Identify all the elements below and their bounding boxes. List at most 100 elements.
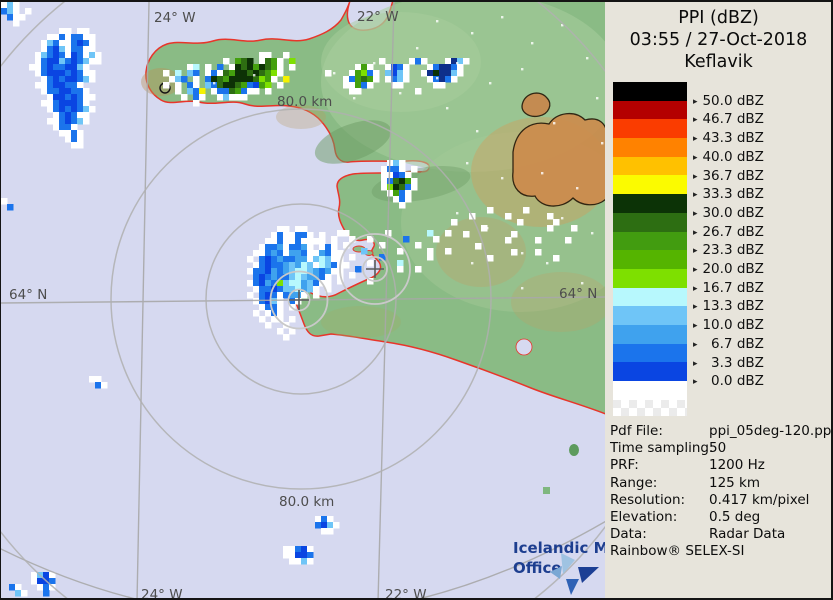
- legend-band: [613, 231, 687, 251]
- legend-band: [613, 324, 687, 344]
- legend-tick-arrow-icon: ▸: [693, 227, 698, 238]
- legend-band: [613, 250, 687, 269]
- imo-logo: Icelandic Met Office: [513, 539, 626, 595]
- metadata-key: Data:: [610, 526, 647, 543]
- scan-metadata: Pdf File: ppi_05deg-120.ppi Time sampling:…: [610, 423, 833, 543]
- scan-datetime: 03:55 / 27-Oct-2018: [629, 30, 808, 50]
- product-title: PPI (dBZ): [678, 8, 759, 28]
- city-site-ring-outer: [339, 233, 411, 305]
- legend-band: [613, 194, 687, 213]
- legend-band: [613, 100, 687, 120]
- metadata-value: 125 km: [709, 474, 761, 491]
- metadata-row: PRF: 1200 Hz: [610, 457, 830, 474]
- range-ring-80km: [110, 108, 492, 490]
- legend-tick-arrow-icon: ▸: [693, 96, 698, 107]
- legend-label: ▸ 13.3 dBZ: [693, 298, 764, 315]
- legend-label: ▸ 40.0 dBZ: [693, 148, 764, 165]
- legend-band: [613, 156, 687, 176]
- legend-band: [613, 343, 687, 363]
- legend-tick-arrow-icon: ▸: [693, 265, 698, 275]
- label-lon-24w-bottom: 24° W: [141, 587, 183, 600]
- legend-tick-arrow-icon: ▸: [693, 246, 698, 257]
- legend-tick-arrow-icon: ▸: [693, 283, 698, 294]
- legend-label: ▸ 16.7 dBZ: [693, 279, 764, 296]
- metadata-key: Resolution:: [610, 491, 686, 508]
- metadata-row: Elevation: 0.5 deg: [610, 509, 830, 526]
- metadata-key: Pdf File:: [610, 423, 663, 439]
- dbz-color-scale: [613, 82, 687, 401]
- legend-label: ▸ 6.7 dBZ: [693, 335, 764, 352]
- legend-band: [613, 212, 687, 232]
- lake: [515, 338, 533, 356]
- imo-logo-text-line1: Icelandic Met: [513, 539, 605, 557]
- panel-header: PPI (dBZ) 03:55 / 27-Oct-2018 Keflavik: [605, 7, 831, 73]
- metadata-value: Radar Data: [709, 526, 786, 543]
- label-ring-80km-top: 80.0 km: [277, 94, 332, 110]
- metadata-value: 0.417 km/pixel: [709, 491, 810, 508]
- legend-tick-arrow-icon: ▸: [693, 377, 698, 388]
- legend-tick-arrow-icon: ▸: [693, 171, 698, 182]
- legend-tick-arrow-icon: ▸: [693, 208, 698, 219]
- radar-site-cross: [289, 290, 309, 310]
- map-labels: 24° W 22° W 24° W 22° W 64° N 64° N 80.0…: [9, 9, 597, 600]
- legend-tick-arrow-icon: ▸: [693, 321, 698, 332]
- legend-label: ▸ 50.0 dBZ: [693, 92, 764, 109]
- label-ring-80km-bottom: 80.0 km: [279, 494, 334, 510]
- legend-label: ▸ 46.7 dBZ: [693, 111, 764, 128]
- city-site-ring-inner: [362, 256, 388, 282]
- label-lon-22w-bottom: 22° W: [385, 587, 427, 600]
- metadata-key: Range:: [610, 474, 658, 491]
- legend-band: [613, 175, 687, 195]
- city-site-cross: [366, 260, 384, 278]
- radar-echoes: [1, 2, 578, 597]
- metadata-value: 0.5 deg: [709, 508, 761, 525]
- range-ring-40km: [205, 203, 397, 395]
- metadata-key: PRF:: [610, 457, 639, 474]
- metadata-row: Pdf File: ppi_05deg-120.ppi: [610, 423, 833, 440]
- legend-label: ▸ 30.0 dBZ: [693, 204, 764, 221]
- legend-label: ▸ 0.0 dBZ: [693, 373, 764, 390]
- legend-tick-arrow-icon: ▸: [693, 190, 698, 201]
- legend-band: [613, 306, 687, 325]
- label-lon-24w-top: 24° W: [154, 10, 196, 26]
- imo-pinwheel-icon: [550, 553, 599, 595]
- legend-band: [613, 138, 687, 157]
- legend-tick-arrow-icon: ▸: [693, 115, 698, 126]
- radar-site-ring-inner: [287, 288, 311, 312]
- station-name: Keflavik: [684, 52, 753, 72]
- legend-label: ▸ 33.3 dBZ: [693, 186, 764, 203]
- metadata-row: Time sampling:50: [610, 440, 830, 457]
- site-crosses: [289, 260, 384, 310]
- legend-label: ▸ 26.7 dBZ: [693, 223, 764, 240]
- legend-band: [613, 82, 687, 101]
- metadata-row: Data: Radar Data: [610, 526, 830, 543]
- metadata-row: Range: 125 km: [610, 475, 830, 492]
- software-brand: Rainbow® SELEX-SI: [610, 543, 745, 559]
- metadata-value: 50: [709, 440, 727, 457]
- metadata-value: 1200 Hz: [709, 457, 765, 474]
- metadata-value: ppi_05deg-120.ppi: [709, 423, 833, 439]
- parallel-south-arc: [1, 516, 614, 598]
- legend-tick-arrow-icon: ▸: [693, 339, 698, 350]
- mountain-contours: [512, 92, 608, 207]
- legend-label: ▸ 23.3 dBZ: [693, 242, 764, 259]
- label-lat-64n-left: 64° N: [9, 287, 47, 303]
- imo-logo-text-line2: Office: [513, 559, 562, 577]
- terrain-speckles: [213, 16, 604, 290]
- legend-band: [613, 287, 687, 307]
- radar-map: 24° W 22° W 24° W 22° W 64° N 64° N 80.0…: [1, 2, 682, 600]
- legend-tick-arrow-icon: ▸: [693, 358, 698, 369]
- legend-band: [613, 381, 687, 401]
- legend-tick-arrow-icon: ▸: [693, 302, 698, 313]
- legend-band: [613, 362, 687, 381]
- legend-tick-arrow-icon: ▸: [693, 134, 698, 145]
- legend-band: [613, 268, 687, 288]
- label-lat-64n-right: 64° N: [559, 286, 597, 302]
- legend-tick-arrow-icon: ▸: [693, 152, 698, 163]
- legend-label: ▸ 3.3 dBZ: [693, 354, 764, 371]
- radar-site-ring-outer: [269, 270, 329, 330]
- site-markers: [269, 233, 411, 330]
- metadata-row: Resolution: 0.417 km/pixel: [610, 492, 830, 509]
- metadata-key: Elevation:: [610, 508, 678, 525]
